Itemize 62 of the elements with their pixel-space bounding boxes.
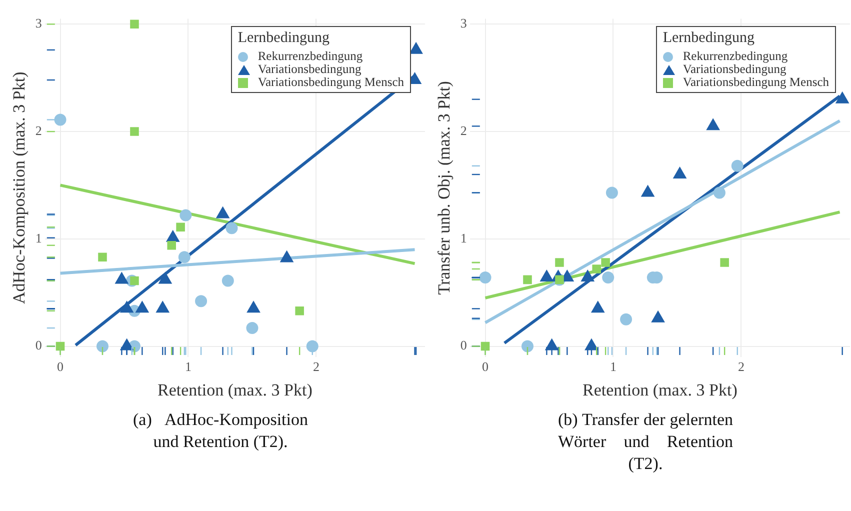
x-tick-label: 0 — [482, 359, 489, 374]
x-tick-label: 2 — [738, 359, 744, 374]
point — [226, 222, 238, 234]
point — [592, 264, 601, 274]
point — [96, 340, 108, 352]
point — [713, 186, 726, 199]
y-tick-label: 2 — [35, 122, 42, 138]
y-tick-label: 1 — [460, 230, 467, 246]
point — [673, 166, 686, 178]
x-tick-label: 1 — [610, 359, 616, 374]
x-axis-title: Retention (max. 3 Pkt) — [158, 380, 312, 400]
y-tick-label: 3 — [460, 16, 467, 31]
y-tick-label: 0 — [35, 338, 42, 353]
y-tick-label: 2 — [460, 122, 467, 138]
point — [167, 240, 176, 250]
point — [581, 270, 594, 282]
point — [246, 322, 258, 334]
point — [540, 270, 554, 282]
point — [641, 185, 654, 197]
text: (a) AdHoc-Komposition und Retention (T2). — [133, 409, 308, 453]
point — [98, 252, 107, 262]
x-tick-label: 1 — [184, 359, 192, 374]
point — [836, 92, 849, 104]
point — [620, 313, 632, 326]
point — [130, 127, 139, 136]
point — [130, 276, 139, 286]
y-tick-label: 0 — [460, 338, 467, 353]
text: (b) Transfer der gelernten Wörter und Retention (T2). — [558, 409, 733, 475]
point — [479, 272, 492, 284]
point — [731, 160, 744, 172]
point — [295, 306, 304, 316]
point — [222, 274, 234, 287]
point — [602, 272, 614, 284]
point — [606, 186, 618, 199]
legend-label: Variationsbedingung — [682, 62, 786, 76]
point — [706, 118, 720, 130]
legend-label: Rekurrenzbedingung — [682, 49, 788, 63]
point — [555, 258, 564, 267]
legend-title: Lernbedingung — [662, 30, 756, 47]
point — [601, 258, 610, 267]
point — [180, 209, 192, 222]
legend-title: Lernbedingung — [238, 30, 330, 47]
legend-label: Variationsbedingung Mensch — [258, 75, 404, 89]
x-tick-label: 0 — [57, 359, 64, 374]
x-tick-label: 2 — [312, 359, 320, 374]
point — [521, 340, 534, 352]
y-tick-label: 1 — [35, 230, 42, 246]
point — [523, 275, 532, 284]
point — [720, 258, 729, 267]
y-axis-title: Transfer unb. Obj. (max. 3 Pkt) — [434, 81, 454, 295]
point — [130, 20, 139, 29]
y-axis-title: AdHoc-Komposition (max. 3 Pkt) — [10, 72, 29, 304]
point — [306, 340, 318, 352]
x-axis-title: Retention (max. 3 Pkt) — [582, 380, 738, 400]
legend-label: Variationsbedingung Mensch — [682, 75, 829, 89]
legend-label: Variationsbedingung — [258, 62, 362, 76]
point — [176, 222, 185, 232]
y-tick-label: 3 — [35, 16, 42, 31]
point — [178, 251, 190, 264]
point — [54, 114, 66, 126]
legend-label: Rekurrenzbedingung — [258, 49, 363, 63]
point — [195, 295, 208, 308]
